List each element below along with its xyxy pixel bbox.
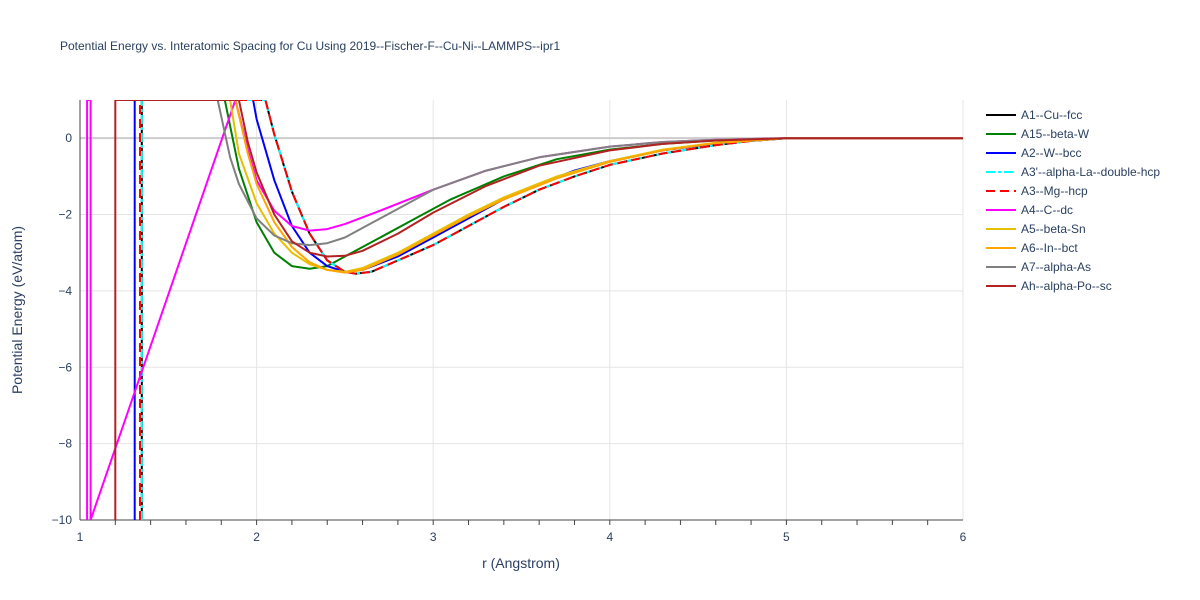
x-tick-label: 2 [253,530,260,544]
x-tick-label: 1 [77,530,84,544]
legend-item[interactable]: Ah--alpha-Po--sc [986,279,1112,293]
series-line-4 [139,100,963,520]
legend-item[interactable]: A3'--alpha-La--double-hcp [986,165,1160,179]
legend-item[interactable]: A1--Cu--fcc [986,108,1082,122]
y-tick-label: −8 [58,437,72,451]
x-tick-label: 5 [783,530,790,544]
y-tick-label: −10 [52,513,73,527]
legend-item[interactable]: A5--beta-Sn [986,222,1086,236]
y-tick-label: −4 [58,284,72,298]
x-axis: 1 2 3 4 5 6 [77,519,967,544]
y-tick-label: 0 [65,131,72,145]
chart-title: Potential Energy vs. Interatomic Spacing… [60,39,560,53]
legend-item[interactable]: A4--C--dc [986,203,1073,217]
legend-item[interactable]: A2--W--bcc [986,146,1081,160]
legend-item[interactable]: A7--alpha-As [986,260,1091,274]
series-line-9 [114,100,963,520]
y-tick-label: −6 [58,360,72,374]
series-lines [86,100,963,520]
legend-label: A3'--alpha-La--double-hcp [1021,165,1160,179]
legend-item[interactable]: A3--Mg--hcp [986,184,1088,198]
legend-item[interactable]: A15--beta-W [986,127,1090,141]
legend-label: A3--Mg--hcp [1021,184,1088,198]
x-axis-title: r (Angstrom) [482,555,560,571]
legend-label: A7--alpha-As [1021,260,1091,274]
x-tick-label: 3 [430,530,437,544]
x-tick-label: 6 [960,530,967,544]
legend-label: A15--beta-W [1021,127,1090,141]
legend-label: A1--Cu--fcc [1021,108,1082,122]
series-line-8 [216,100,963,247]
legend-label: A2--W--bcc [1021,146,1081,160]
legend-item[interactable]: A6--In--bct [986,241,1078,255]
x-tick-label: 4 [606,530,613,544]
legend-label: A5--beta-Sn [1021,222,1086,236]
y-axis: 0 −2 −4 −6 −8 −10 [52,100,81,527]
y-tick-label: −2 [58,208,72,222]
legend[interactable]: A1--Cu--fcc A15--beta-W A2--W--bcc A3'--alp… [986,108,1160,293]
y-axis-title: Potential Energy (eV/atom) [9,226,25,394]
legend-label: A6--In--bct [1021,241,1078,255]
legend-label: Ah--alpha-Po--sc [1021,279,1112,293]
series-line-7 [234,100,963,274]
legend-label: A4--C--dc [1021,203,1073,217]
